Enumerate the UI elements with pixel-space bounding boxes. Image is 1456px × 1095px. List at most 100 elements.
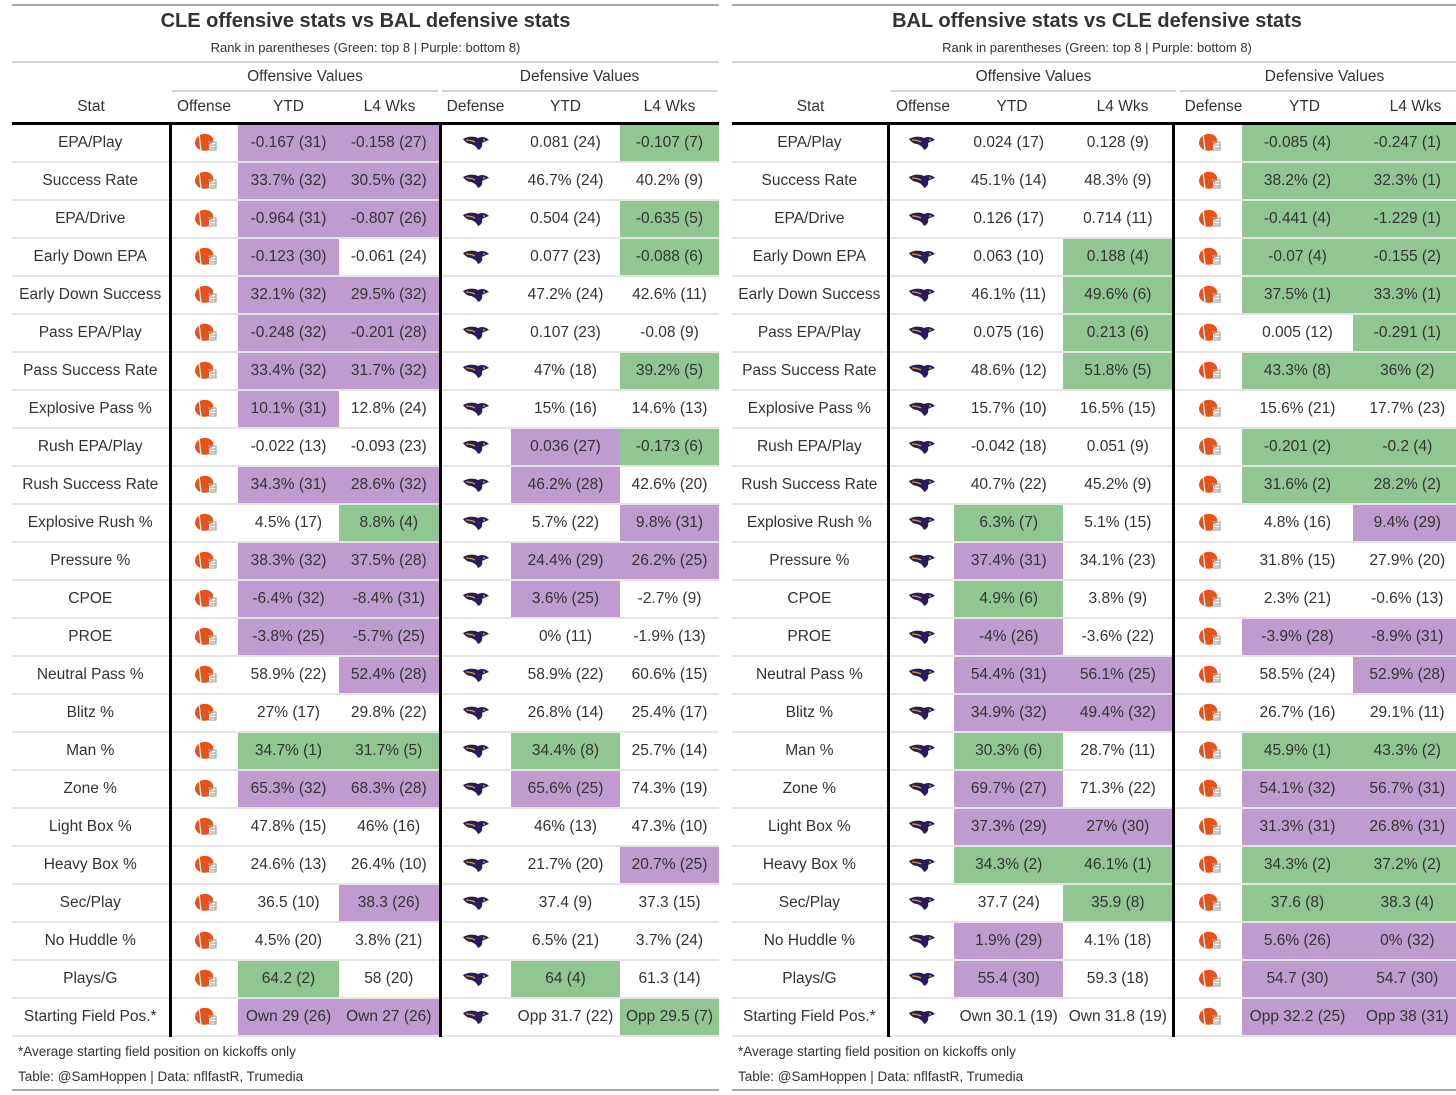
offense-ytd-cell: Own 29 (26) bbox=[238, 998, 339, 1037]
defense-ytd-cell: -0.201 (2) bbox=[1242, 428, 1353, 467]
offense-ytd-cell: 34.9% (32) bbox=[954, 694, 1064, 733]
offense-team-logo bbox=[888, 238, 955, 277]
header-rule bbox=[732, 61, 1456, 63]
stat-name: Zone % bbox=[12, 770, 172, 809]
table-row: Early Down Success 46.1% (11) 49.6% (6) 37.… bbox=[732, 276, 1456, 315]
defense-team-logo bbox=[440, 352, 511, 391]
offense-team-logo bbox=[170, 162, 238, 201]
offense-l4-cell: 5.1% (15) bbox=[1063, 504, 1176, 543]
defense-l4-cell: -0.173 (6) bbox=[620, 428, 719, 467]
defense-l4-cell: -0.2 (4) bbox=[1352, 428, 1456, 467]
table-subtitle: Rank in parentheses (Green: top 8 | Purp… bbox=[210, 40, 521, 55]
ravens-logo-icon bbox=[908, 630, 935, 644]
ravens-logo-icon bbox=[908, 326, 935, 340]
defense-l4-cell: 40.2% (9) bbox=[620, 162, 719, 201]
offense-ytd-cell: Own 30.1 (19) bbox=[954, 998, 1064, 1037]
table-row: Plays/G 64.2 (2) 58 (20) 64 (4) 61.3 (14) bbox=[12, 960, 719, 999]
defense-team-logo bbox=[440, 884, 511, 923]
stat-name: Neutral Pass % bbox=[12, 656, 172, 695]
offense-l4-cell: 0.051 (9) bbox=[1063, 428, 1176, 467]
offense-l4-cell: -0.093 (23) bbox=[339, 428, 442, 467]
offense-team-logo bbox=[888, 314, 955, 353]
table-row: PROE -4% (26) -3.6% (22) -3.9% (28) -8.9% (3… bbox=[732, 618, 1456, 657]
offense-l4-cell: 3.8% (9) bbox=[1063, 580, 1176, 619]
browns-helmet-icon bbox=[194, 893, 217, 911]
defense-ytd-cell: 0.005 (12) bbox=[1242, 314, 1353, 353]
table-row: Sec/Play 36.5 (10) 38.3 (26) 37.4 (9) 37.3 (… bbox=[12, 884, 719, 923]
offense-l4-cell: 29.5% (32) bbox=[339, 276, 442, 315]
defense-ytd-cell: -3.9% (28) bbox=[1242, 618, 1353, 657]
stat-name: Pass Success Rate bbox=[12, 352, 172, 391]
defense-team-logo bbox=[440, 770, 511, 809]
column-header-stat: Stat bbox=[77, 98, 105, 115]
defense-ytd-cell: 4.8% (16) bbox=[1242, 504, 1353, 543]
offense-team-logo bbox=[170, 732, 238, 771]
browns-helmet-icon bbox=[1198, 817, 1221, 835]
defense-l4-cell: 9.4% (29) bbox=[1352, 504, 1456, 543]
browns-helmet-icon bbox=[194, 399, 217, 417]
offense-team-logo bbox=[888, 504, 955, 543]
defense-l4-cell: Opp 38 (31) bbox=[1352, 998, 1456, 1037]
table-row: Neutral Pass % 58.9% (22) 52.4% (28) 58.9% … bbox=[12, 656, 719, 695]
offense-l4-cell: 3.8% (21) bbox=[339, 922, 442, 961]
defense-l4-cell: -0.6% (13) bbox=[1352, 580, 1456, 619]
defense-l4-cell: 74.3% (19) bbox=[620, 770, 719, 809]
offense-team-logo bbox=[170, 200, 238, 239]
defense-team-logo bbox=[440, 846, 511, 885]
top-rule bbox=[12, 4, 719, 6]
stat-name: Light Box % bbox=[732, 808, 890, 847]
defense-l4-cell: 26.8% (31) bbox=[1352, 808, 1456, 847]
table-row: Heavy Box % 24.6% (13) 26.4% (10) 21.7% (20… bbox=[12, 846, 719, 885]
browns-helmet-icon bbox=[1198, 665, 1221, 683]
defense-team-logo bbox=[1173, 428, 1243, 467]
stat-name: EPA/Play bbox=[12, 125, 172, 163]
defense-team-logo bbox=[440, 618, 511, 657]
offense-team-logo bbox=[888, 808, 955, 847]
defense-ytd-cell: 31.3% (31) bbox=[1242, 808, 1353, 847]
ravens-logo-icon bbox=[908, 250, 935, 264]
defense-l4-cell: 39.2% (5) bbox=[620, 352, 719, 391]
browns-helmet-icon bbox=[1198, 551, 1221, 569]
defense-team-logo bbox=[1173, 580, 1243, 619]
table-title: CLE offensive stats vs BAL defensive sta… bbox=[160, 10, 571, 32]
defense-team-logo bbox=[440, 390, 511, 429]
offense-ytd-cell: 10.1% (31) bbox=[238, 390, 339, 429]
table-row: Explosive Rush % 6.3% (7) 5.1% (15) 4.8% (1… bbox=[732, 504, 1456, 543]
ravens-logo-icon bbox=[908, 478, 935, 492]
browns-helmet-icon bbox=[194, 627, 217, 645]
offense-ytd-cell: 0.063 (10) bbox=[954, 238, 1064, 277]
ravens-logo-icon bbox=[463, 136, 490, 150]
browns-helmet-icon bbox=[1198, 171, 1221, 189]
offense-team-logo bbox=[888, 656, 955, 695]
defense-team-logo bbox=[1173, 656, 1243, 695]
table-row: Starting Field Pos.* Own 30.1 (19) Own 31.… bbox=[732, 998, 1456, 1037]
offense-ytd-cell: 1.9% (29) bbox=[954, 922, 1064, 961]
stat-name: PROE bbox=[12, 618, 172, 657]
offense-l4-cell: 4.1% (18) bbox=[1063, 922, 1176, 961]
offense-l4-cell: 28.7% (11) bbox=[1063, 732, 1176, 771]
defense-l4-cell: 14.6% (13) bbox=[620, 390, 719, 429]
stat-name: Sec/Play bbox=[732, 884, 890, 923]
offense-team-logo bbox=[170, 314, 238, 353]
defense-ytd-cell: 64 (4) bbox=[511, 960, 620, 999]
ravens-logo-icon bbox=[463, 174, 490, 188]
stat-name: Neutral Pass % bbox=[732, 656, 890, 695]
offense-team-logo bbox=[888, 542, 955, 581]
ravens-logo-icon bbox=[463, 1010, 490, 1024]
browns-helmet-icon bbox=[1198, 361, 1221, 379]
defense-ytd-cell: 47% (18) bbox=[511, 352, 620, 391]
table-row: Pressure % 38.3% (32) 37.5% (28) 24.4% (29)… bbox=[12, 542, 719, 581]
offense-team-logo bbox=[888, 390, 955, 429]
stat-name: Zone % bbox=[732, 770, 890, 809]
browns-helmet-icon bbox=[194, 437, 217, 455]
offense-ytd-cell: 36.5 (10) bbox=[238, 884, 339, 923]
defense-team-logo bbox=[440, 542, 511, 581]
offense-ytd-cell: -3.8% (25) bbox=[238, 618, 339, 657]
offense-team-logo bbox=[170, 694, 238, 733]
stat-name: EPA/Drive bbox=[12, 200, 172, 239]
header-thick-rule bbox=[732, 122, 1456, 125]
stat-name: Heavy Box % bbox=[12, 846, 172, 885]
browns-helmet-icon bbox=[1198, 589, 1221, 607]
stat-name: Plays/G bbox=[12, 960, 172, 999]
offense-team-logo bbox=[170, 390, 238, 429]
